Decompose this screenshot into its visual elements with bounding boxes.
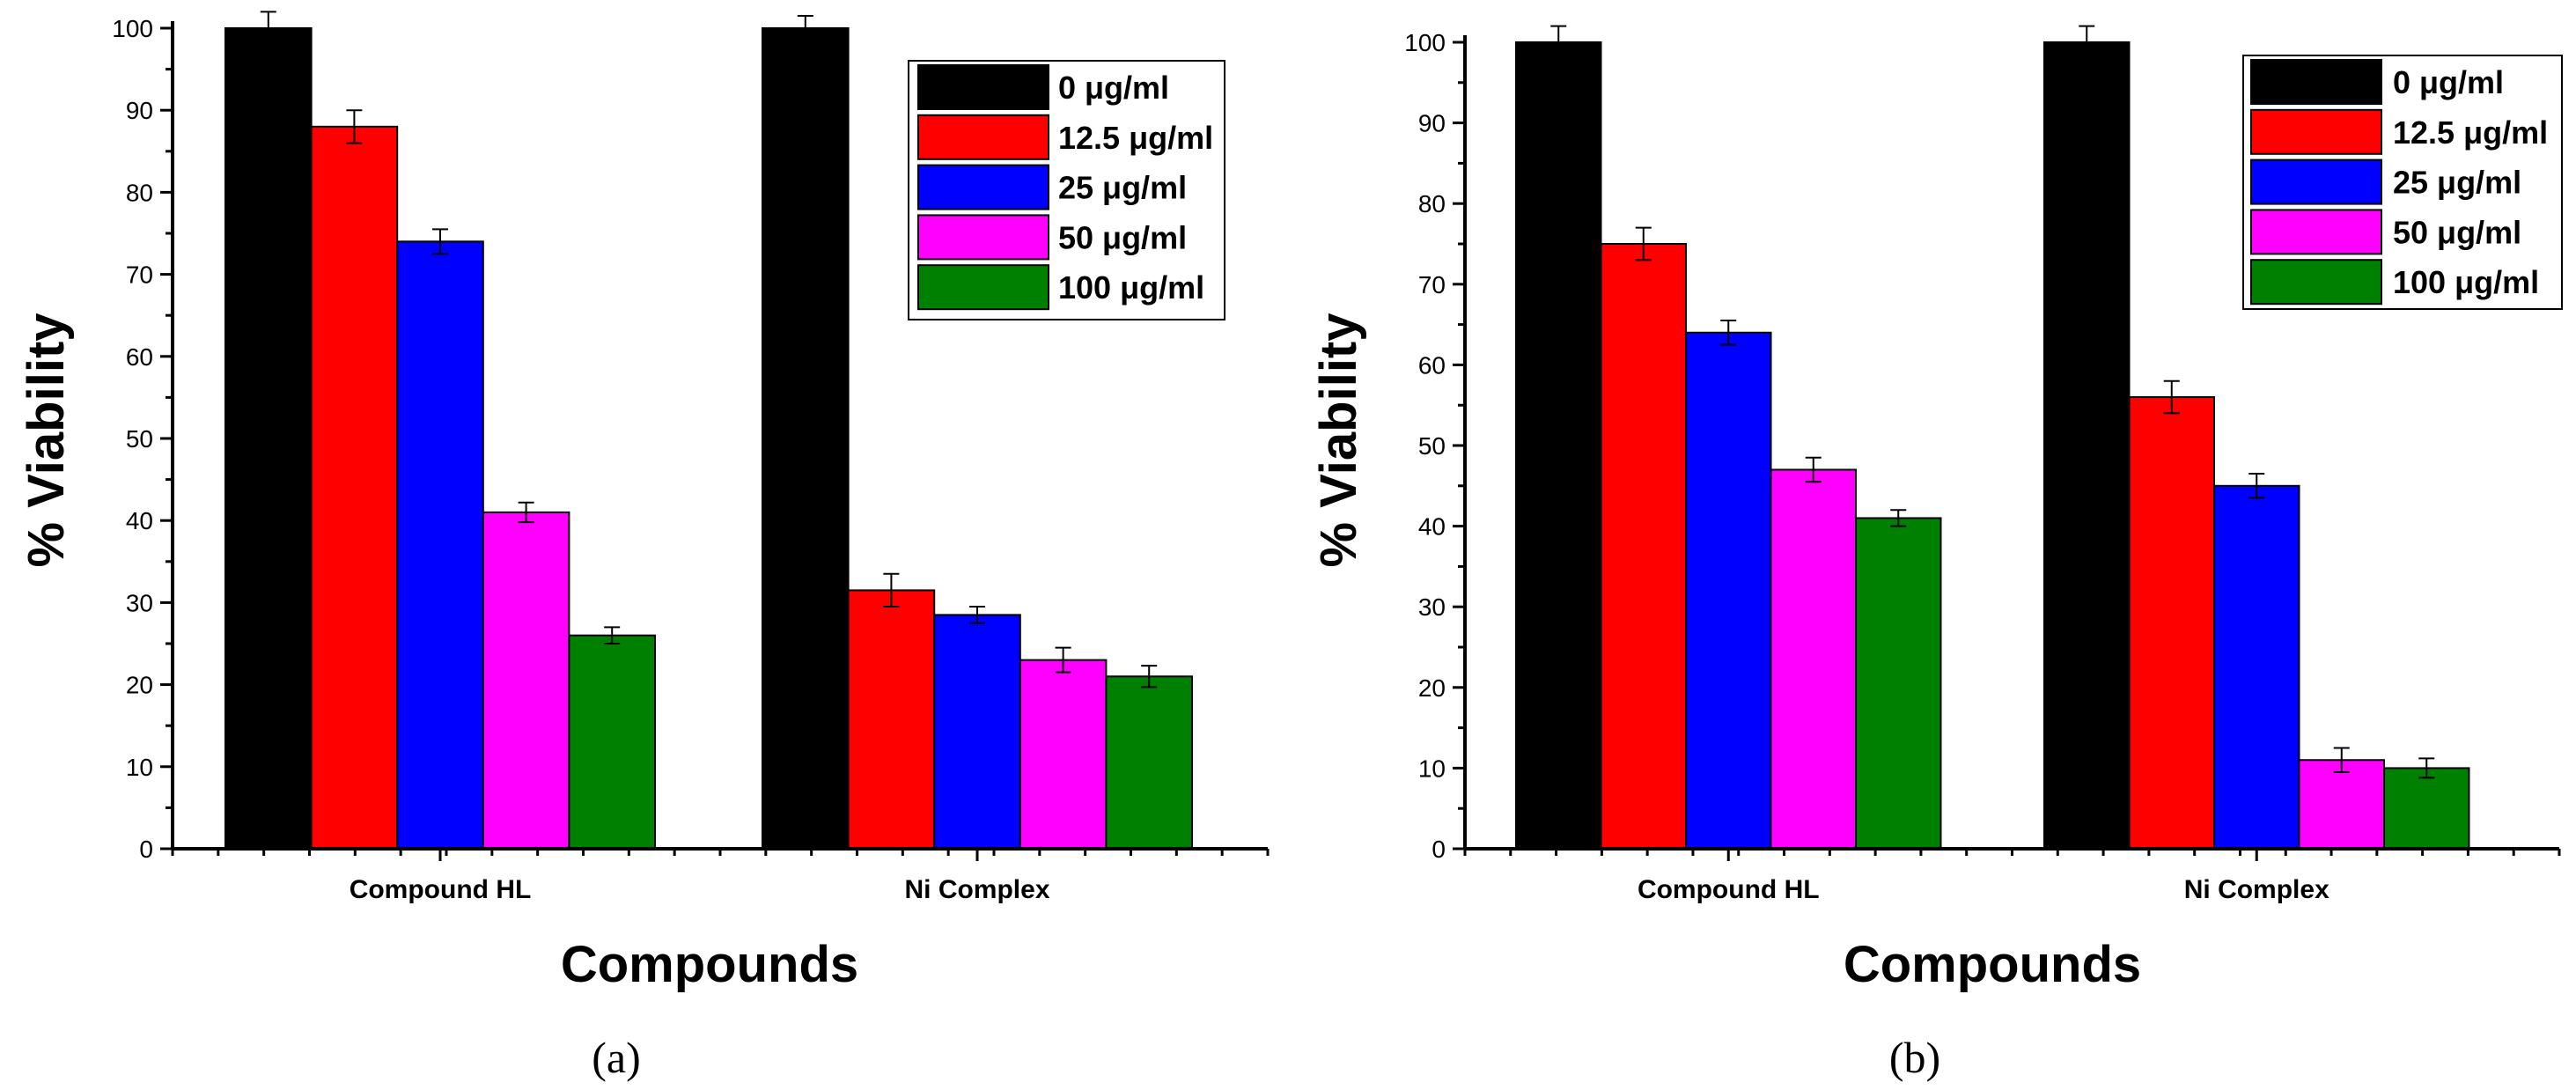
- panel-a-error-bar-0-0: [260, 11, 276, 46]
- panel-a-legend-swatch: [917, 264, 1049, 311]
- panel-a-x-axis-title: Compounds: [561, 936, 858, 993]
- panel-b-ytick-label: 80: [1418, 190, 1446, 217]
- panel-b-legend-swatch: [2250, 108, 2382, 155]
- panel-b-ytick-label: 40: [1418, 513, 1446, 541]
- panel-a-ytick-label: 0: [139, 836, 153, 863]
- panel-b-bar-0-2: [1685, 331, 1772, 850]
- panel-a-legend-label: 12.5 μg/ml: [1058, 120, 1213, 156]
- panel-a-panel-label: (a): [592, 1033, 641, 1082]
- panel-b-legend-label: 25 μg/ml: [2393, 165, 2521, 201]
- panel-b-bar-0-3: [1770, 468, 1857, 850]
- panel-b-bar-0-1: [1600, 243, 1687, 850]
- panel-b-error-bar-0-4: [1890, 509, 1907, 527]
- panel-a-error-bar-0-3: [518, 501, 534, 524]
- panel-b-bar-0-0: [1515, 41, 1602, 850]
- panel-a-error-bar-1-1: [883, 572, 900, 608]
- panel-a-bar-0-0: [224, 27, 313, 850]
- panel-a-ytick-label: 80: [126, 179, 153, 206]
- panel-b-ytick-label: 20: [1418, 674, 1446, 702]
- panel-b-legend-label: 0 μg/ml: [2393, 64, 2504, 100]
- panel-a-error-bar-0-2: [432, 228, 448, 255]
- panel-b-bar-0-4: [1855, 517, 1942, 850]
- panel-b-legend: 0 μg/ml 12.5 μg/ml 25 μg/ml 50 μg/ml 100 μg/…: [2242, 55, 2563, 310]
- panel-a-legend-label: 50 μg/ml: [1058, 219, 1187, 255]
- panel-a-category-label: Compound HL: [350, 875, 532, 904]
- panel-b-category-label: Compound HL: [1638, 875, 1820, 904]
- panel-a-ytick-label: 70: [126, 261, 153, 289]
- panel-b-ytick-label: 10: [1418, 755, 1446, 782]
- panel-b-error-bar-0-2: [1720, 320, 1737, 346]
- panel-b-x-axis-title: Compounds: [1844, 936, 2141, 993]
- panel-a-ytick-label: 60: [126, 343, 153, 371]
- panel-b-category-label: Ni Complex: [2184, 875, 2329, 904]
- panel-a-error-bar-0-1: [346, 109, 363, 144]
- panel-b-ytick-label: 100: [1404, 29, 1446, 56]
- panel-a-ytick-label: 90: [126, 97, 153, 124]
- panel-a-error-bar-1-2: [969, 606, 985, 624]
- panel-a-category-label: Ni Complex: [904, 875, 1049, 904]
- panel-b-error-bar-1-2: [2248, 473, 2265, 499]
- panel-b-bar-1-3: [2298, 759, 2385, 850]
- panel-b-ytick-label: 70: [1418, 271, 1446, 298]
- panel-b-legend-label: 12.5 μg/ml: [2393, 114, 2548, 151]
- panel-b-bar-1-2: [2213, 484, 2300, 850]
- panel-b-chart: 0 10 20 30 40 50 60 70 80 90 100 Compound HL Ni Comp…: [1310, 25, 2563, 1082]
- panel-a-error-bar-1-0: [797, 15, 813, 41]
- panel-a-ytick-label: 40: [126, 507, 153, 534]
- panel-b-legend-swatch: [2250, 158, 2382, 205]
- panel-a-bar-0-4: [568, 634, 657, 850]
- panel-a-bar-1-2: [933, 614, 1021, 850]
- panel-a-bar-1-0: [762, 27, 850, 850]
- panel-b-ytick-label: 50: [1418, 432, 1446, 460]
- panel-a-bar-1-3: [1019, 659, 1108, 851]
- panel-b-ytick-label: 90: [1418, 110, 1446, 137]
- panel-a-ytick-label: 10: [126, 754, 153, 781]
- panel-a-error-bar-1-3: [1055, 646, 1071, 674]
- panel-a-legend-label: 25 μg/ml: [1058, 170, 1187, 206]
- panel-a-bar-0-1: [310, 125, 399, 850]
- panel-b-ytick-label: 60: [1418, 351, 1446, 379]
- panel-b-error-bar-0-1: [1635, 226, 1652, 261]
- panel-a-legend-swatch: [917, 164, 1049, 210]
- panel-a-ytick-label: 30: [126, 589, 153, 616]
- panel-b-error-bar-0-0: [1550, 25, 1567, 60]
- panel-b-legend-swatch: [2250, 209, 2382, 255]
- panel-a-legend: 0 μg/ml 12.5 μg/ml 25 μg/ml 50 μg/ml 100 μg/…: [908, 60, 1225, 320]
- panel-a-legend-swatch: [917, 114, 1049, 160]
- panel-b-error-bar-0-3: [1805, 456, 1822, 483]
- panel-a-y-axis-title: % Viability: [18, 313, 75, 567]
- panel-a-ytick-label: 20: [126, 672, 153, 699]
- panel-b-legend-label: 100 μg/ml: [2393, 264, 2539, 300]
- panel-a-ytick-label: 50: [126, 425, 153, 453]
- panel-b-legend-label: 50 μg/ml: [2393, 214, 2521, 250]
- panel-b-bar-1-0: [2043, 41, 2131, 850]
- panel-b-bar-1-1: [2128, 396, 2215, 851]
- panel-b-ytick-label: 0: [1432, 836, 1446, 863]
- panel-b-y-axis-title: % Viability: [1310, 313, 1367, 567]
- panel-a-bar-1-1: [847, 589, 936, 850]
- panel-b-error-bar-1-4: [2418, 757, 2435, 779]
- panel-b-error-bar-1-0: [2079, 25, 2095, 60]
- panel-a-bar-0-2: [396, 240, 484, 850]
- panel-b-bar-1-4: [2383, 767, 2470, 851]
- panel-a-error-bar-0-4: [604, 626, 621, 644]
- panel-a-legend-swatch: [917, 64, 1049, 110]
- panel-a-error-bar-1-4: [1141, 665, 1158, 689]
- panel-b-legend-swatch: [2250, 59, 2382, 105]
- panel-a-bar-1-4: [1105, 675, 1194, 851]
- panel-a-legend-label: 100 μg/ml: [1058, 269, 1204, 306]
- panel-b-error-bar-1-1: [2163, 379, 2180, 415]
- panel-a-bar-0-3: [482, 511, 570, 850]
- panel-a-chart: 0 10 20 30 40 50 60 70 80 90 100 Compound HL Ni Comp…: [18, 11, 1270, 1082]
- panel-a-ytick-label: 100: [112, 15, 153, 42]
- panel-b-panel-label: (b): [1889, 1033, 1940, 1082]
- panel-b-error-bar-1-3: [2333, 747, 2350, 773]
- panel-b-legend-swatch: [2250, 259, 2382, 306]
- panel-b-ytick-label: 30: [1418, 593, 1446, 621]
- panel-a-legend-label: 0 μg/ml: [1058, 70, 1169, 106]
- panel-a-legend-swatch: [917, 214, 1049, 261]
